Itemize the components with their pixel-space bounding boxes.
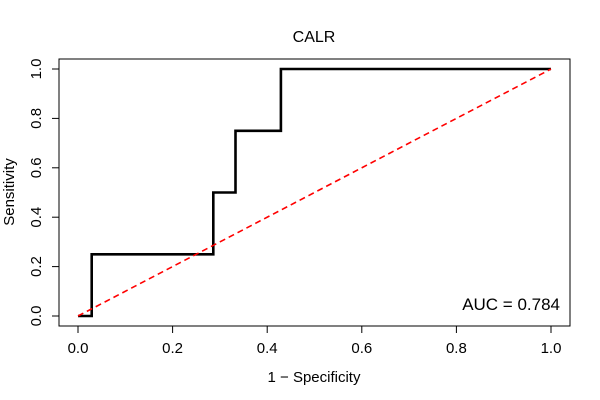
y-tick-label: 0.2 <box>28 256 45 277</box>
series-layer <box>77 67 552 318</box>
x-tick-label: 0.8 <box>446 340 467 357</box>
x-tick-label: 0.6 <box>351 340 372 357</box>
y-tick-label: 0.4 <box>28 207 45 228</box>
y-tick-label: 1.0 <box>28 59 45 80</box>
x-tick-label: 0.4 <box>257 340 278 357</box>
y-axis: 0.0 0.2 0.4 0.6 0.8 1.0 <box>28 59 60 327</box>
x-tick-label: 1.0 <box>541 340 562 357</box>
y-tick-label: 0.8 <box>28 108 45 129</box>
x-tick-label: 0.0 <box>68 340 89 357</box>
x-axis: 0.0 0.2 0.4 0.6 0.8 1.0 <box>68 325 562 357</box>
reference-diagonal-line <box>77 68 552 317</box>
auc-annotation: AUC = 0.784 <box>462 295 560 314</box>
y-tick-label: 0.6 <box>28 157 45 178</box>
y-axis-title: Sensitivity <box>1 158 18 226</box>
x-axis-title: 1 − Specificity <box>268 369 361 386</box>
chart-title: CALR <box>293 29 336 46</box>
y-tick-label: 0.0 <box>28 306 45 327</box>
roc-curve-line <box>78 67 551 318</box>
x-tick-label: 0.2 <box>162 340 183 357</box>
